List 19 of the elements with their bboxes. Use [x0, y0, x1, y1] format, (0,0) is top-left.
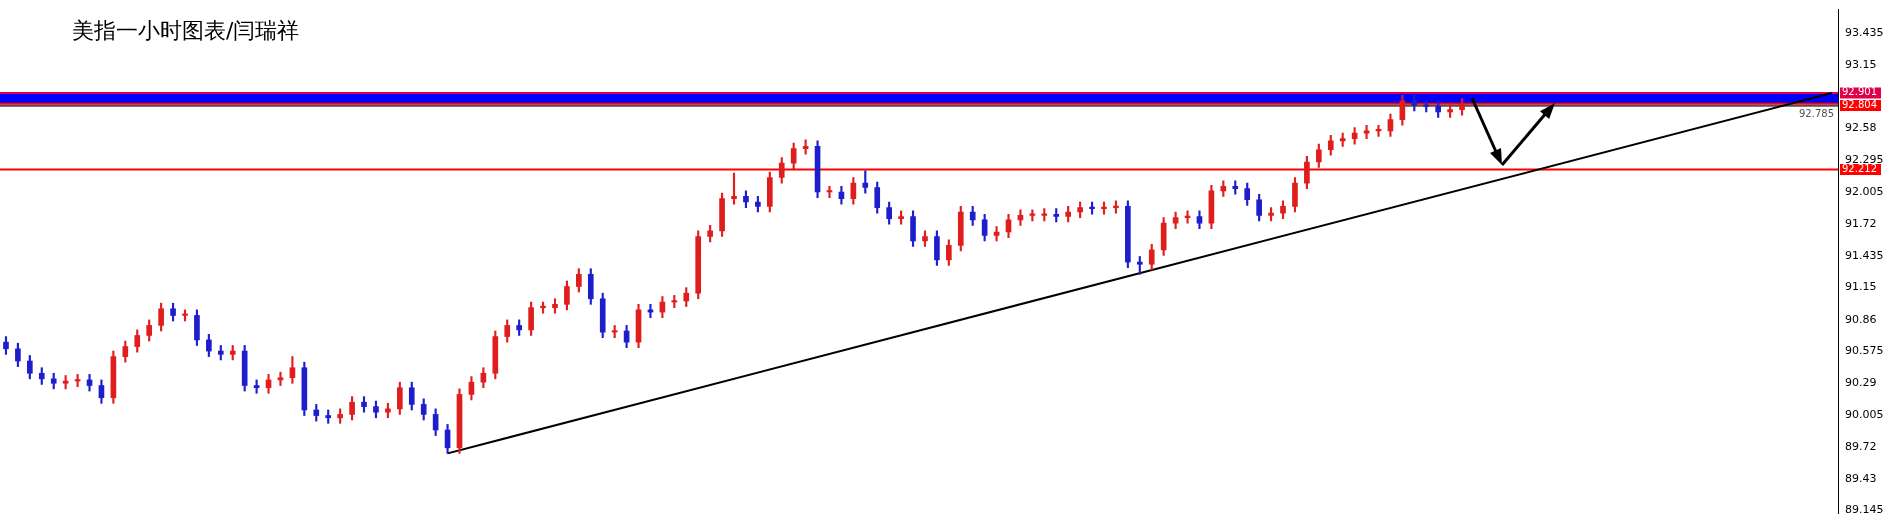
y-tick-label: 90.86 [1845, 312, 1877, 326]
ref-line-label: 92.212 [1842, 163, 1877, 175]
y-tick-label: 93.435 [1845, 26, 1884, 40]
y-tick-label: 90.29 [1845, 376, 1877, 390]
chart-title: 美指一小时图表/闫瑞祥 [72, 17, 300, 43]
y-tick-label: 91.435 [1845, 248, 1884, 262]
y-tick-label: 92.58 [1845, 121, 1877, 135]
ref-line-label: 92.804 [1842, 98, 1877, 110]
y-tick-label: 91.15 [1845, 280, 1877, 294]
y-tick-label: 90.005 [1845, 407, 1884, 421]
y-tick-label: 93.15 [1845, 58, 1877, 72]
ref-line-label: 92.785 [1799, 108, 1834, 120]
y-tick-label: 90.575 [1845, 344, 1884, 358]
y-tick-label: 92.005 [1845, 185, 1884, 199]
y-tick-label: 89.72 [1845, 439, 1877, 453]
y-tick-label: 89.145 [1845, 503, 1884, 517]
y-tick-label: 91.72 [1845, 217, 1877, 231]
ref-line-label: 92.901 [1842, 86, 1877, 98]
y-tick-label: 89.43 [1845, 471, 1877, 485]
